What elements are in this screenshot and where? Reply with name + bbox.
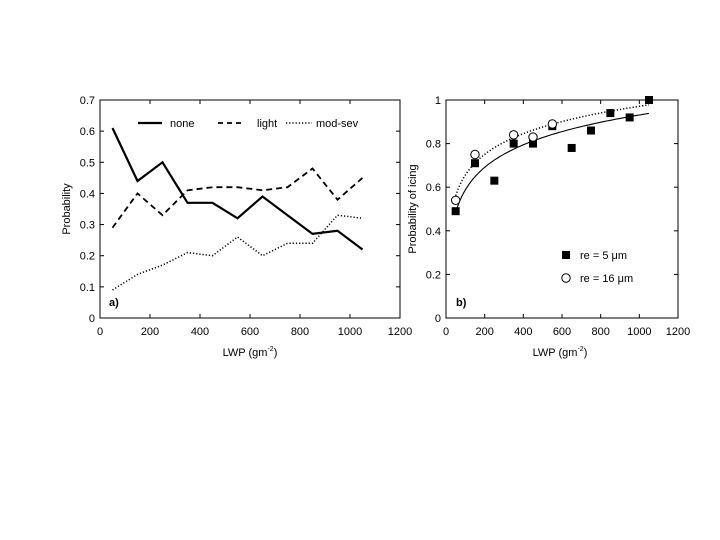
panel-a-ytick-label: 0.1 [80, 282, 95, 294]
panel-b-xtick-label: 600 [553, 326, 571, 338]
point-re16 [528, 132, 538, 142]
panel-a-ytick-label: 0.7 [80, 95, 95, 107]
legend-label-mod-sev: mod-sev [316, 118, 359, 130]
panel-b-xtick-label: 400 [514, 326, 532, 338]
point-re5 [567, 143, 576, 152]
panel-b-ytick-label: 0.2 [426, 269, 441, 281]
panel-a-ytick-label: 0.5 [80, 157, 95, 169]
panel-a: 0 200 400 600 800 1000 1200 0 0.1 0.2 0.3 0.4 0.5 0.6… [61, 95, 412, 359]
panel-b-ytick-label: 0.8 [426, 139, 441, 151]
panel-a-xtick-label: 1000 [338, 326, 362, 338]
point-re16 [508, 130, 519, 140]
legend-label-none: none [170, 118, 194, 130]
panel-a-xtick-label: 0 [97, 326, 103, 338]
legend-label-re16: re = 16 μm [580, 273, 633, 285]
legend-marker-re5 [562, 251, 570, 259]
legend-label-light: light [257, 118, 277, 130]
panel-b-legend: re = 5 μm re = 16 μm [561, 250, 633, 285]
point-re5 [509, 139, 518, 148]
panel-b-ytick-label: 0.6 [426, 182, 441, 194]
panel-b-ytick-label: 0.4 [426, 226, 441, 238]
panel-b-xtick-label: 800 [591, 326, 609, 338]
panel-b-xtick-label: 0 [443, 326, 449, 338]
panel-b-ylabel: Probability of icing [407, 164, 419, 253]
point-re5 [625, 113, 634, 122]
panel-a-frame [99, 99, 401, 319]
panel-a-ytick-label: 0.6 [80, 126, 95, 138]
point-re5 [471, 159, 479, 168]
panel-b-ytick-label: 1 [435, 95, 441, 107]
point-re16 [470, 149, 480, 160]
series-line-mod-sev [112, 214, 363, 291]
point-re5 [490, 176, 499, 185]
point-re5 [606, 109, 615, 118]
panel-b-xtick-label: 200 [475, 326, 493, 338]
panel-a-legend: none light mod-sev [138, 118, 359, 130]
point-re16 [450, 195, 461, 205]
series-line-none [111, 127, 364, 251]
panel-b-frame [445, 99, 679, 319]
panel-a-ytick-label: 0.3 [80, 220, 95, 232]
panel-a-xtick-label: 200 [141, 326, 159, 338]
panel-a-label: a) [109, 297, 119, 309]
panel-b: 0 200 400 600 800 1000 1200 0 0.2 0.4 0.6 0.8 1 b) L… [407, 95, 690, 359]
panel-a-ticks: 0 200 400 600 800 1000 1200 0 0.1 0.2 0.3 0.4 0.5 0.6… [80, 95, 413, 338]
point-re5 [451, 207, 460, 216]
panel-b-ytick-label: 0 [435, 313, 441, 325]
panel-a-xtick-label: 400 [191, 326, 209, 338]
panel-a-ylabel: Probability [61, 183, 73, 235]
point-re5 [645, 96, 653, 104]
point-re5 [529, 139, 537, 148]
panel-a-ytick-label: 0.2 [80, 251, 95, 263]
fit-curve-re5 [455, 112, 650, 213]
panel-b-ticks: 0 200 400 600 800 1000 1200 0 0.2 0.4 0.6 0.8 1 [426, 95, 691, 338]
panel-a-ytick-label: 0 [89, 313, 95, 325]
point-re5 [587, 126, 595, 135]
panel-a-xtick-label: 600 [241, 326, 259, 338]
panel-a-xtick-label: 800 [291, 326, 309, 338]
panel-a-ytick-label: 0.4 [80, 188, 95, 200]
panel-b-points [450, 96, 653, 216]
panel-a-lines [111, 127, 364, 291]
panel-b-xlabel: LWP (gm-2) [533, 346, 588, 359]
panel-b-xtick-label: 1000 [627, 326, 651, 338]
point-re16 [547, 119, 558, 129]
legend-marker-re16 [561, 273, 571, 283]
panel-a-xlabel: LWP (gm-2) [223, 346, 278, 359]
panel-a-xtick-label: 1200 [388, 326, 412, 338]
panel-b-label: b) [456, 297, 467, 309]
series-line-light [111, 167, 364, 229]
panel-b-xtick-label: 1200 [666, 326, 690, 338]
legend-label-re5: re = 5 μm [580, 250, 627, 262]
